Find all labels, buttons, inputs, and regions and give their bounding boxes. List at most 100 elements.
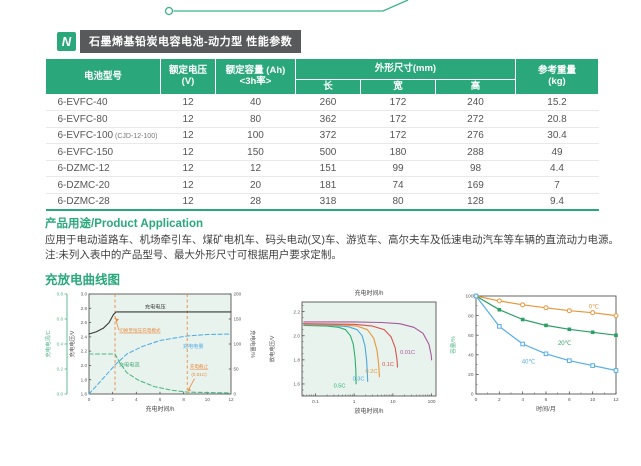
cell-model: 6-EVFC-40 [45, 94, 161, 112]
cell-voltage: 12 [160, 110, 216, 128]
cell-voltage: 12 [160, 94, 216, 112]
col-header-voltage: 额定电压(V) [160, 58, 216, 95]
cell-voltage: 12 [160, 143, 216, 161]
svg-text:2.4: 2.4 [81, 334, 88, 339]
cell-capacity: 40 [215, 94, 296, 112]
svg-text:100: 100 [234, 342, 242, 347]
svg-text:充电电量: 充电电量 [183, 342, 204, 350]
svg-text:2.0: 2.0 [293, 333, 300, 339]
application-text: 应用于电动道路车、机场牵引车、煤矿电机车、码头电动(叉)车、游览车、高尔夫车及低… [45, 234, 619, 246]
cell-length: 151 [295, 160, 361, 178]
svg-text:放电时间/h: 放电时间/h [354, 407, 383, 415]
svg-text:10: 10 [590, 397, 596, 403]
spec-table-body: 6-EVFC-40 12 40 260 172 240 15.2 6-EVFC-80 12 80 3… [45, 94, 599, 211]
cell-length: 260 [295, 94, 361, 112]
cell-weight: 4.4 [515, 160, 599, 178]
cell-height: 288 [435, 143, 516, 161]
svg-text:0: 0 [234, 392, 237, 397]
capacity-header-line1: 额定容量 (Ah) [225, 64, 286, 76]
svg-text:4: 4 [521, 397, 524, 403]
svg-text:充电电压/V: 充电电压/V [68, 330, 76, 357]
cell-weight: 49 [515, 143, 599, 161]
cell-weight: 7 [515, 176, 599, 194]
svg-text:0.01C: 0.01C [400, 350, 415, 356]
svg-text:20: 20 [468, 372, 474, 378]
brand-logo-icon: N [57, 32, 76, 51]
svg-text:20℃: 20℃ [558, 340, 572, 347]
svg-text:150: 150 [234, 317, 242, 322]
svg-text:2.6: 2.6 [81, 320, 88, 325]
cell-voltage: 12 [160, 127, 216, 145]
svg-text:0℃: 0℃ [589, 304, 599, 311]
cell-voltage: 12 [160, 176, 216, 194]
svg-text:10: 10 [390, 399, 396, 405]
svg-text:2: 2 [498, 397, 501, 403]
cell-capacity: 20 [215, 176, 296, 194]
svg-text:200: 200 [234, 292, 242, 297]
cell-voltage: 12 [160, 160, 216, 178]
col-header-weight: 参考重量 (kg) [515, 58, 599, 95]
col-header-capacity: 额定容量 (Ah) <3h率> [215, 58, 296, 95]
cell-model: 6-EVFC-150 [45, 143, 161, 161]
svg-text:60: 60 [468, 333, 474, 339]
svg-text:1.8: 1.8 [293, 358, 300, 364]
col-header-length: 长 [295, 79, 361, 95]
table-row: 6-EVFC-100 (CJD-12-100) 12 100 372 172 276 30.… [45, 127, 599, 145]
cell-width: 172 [360, 94, 436, 112]
cell-height: 169 [435, 176, 516, 194]
col-header-model: 电池型号 [45, 58, 161, 95]
svg-text:(0.01C): (0.01C) [191, 372, 207, 377]
svg-text:充电电压: 充电电压 [145, 302, 166, 310]
weight-header-line1: 参考重量 [537, 64, 576, 76]
cell-model: 6-DZMC-28 [45, 193, 161, 211]
cell-length: 318 [295, 193, 361, 211]
curves-section-heading: 充放电曲线图 [45, 273, 121, 287]
svg-text:2.2: 2.2 [81, 349, 88, 354]
svg-text:50: 50 [234, 367, 240, 372]
page-header: N 石墨烯基铅炭电容电池-动力型 性能参数 [57, 30, 302, 53]
svg-text:3.0: 3.0 [81, 292, 88, 297]
table-row: 6-DZMC-28 12 28 318 80 128 9.4 [45, 193, 599, 211]
cell-capacity: 80 [215, 110, 296, 128]
cell-capacity: 28 [215, 193, 296, 211]
decorative-header-line [164, 0, 409, 16]
cell-width: 172 [360, 127, 436, 145]
svg-text:0.4: 0.4 [57, 342, 64, 347]
svg-text:0.2: 0.2 [57, 367, 64, 372]
cell-height: 128 [435, 193, 516, 211]
svg-text:8: 8 [568, 397, 571, 403]
cell-width: 74 [360, 176, 436, 194]
cell-width: 99 [360, 160, 436, 178]
cell-capacity: 100 [215, 127, 296, 145]
cell-height: 240 [435, 94, 516, 112]
table-row: 6-EVFC-40 12 40 260 172 240 15.2 [45, 94, 599, 112]
svg-text:8: 8 [182, 397, 185, 402]
table-row: 6-DZMC-12 12 12 151 99 98 4.4 [45, 160, 599, 178]
model-note: (CJD-12-100) [113, 133, 158, 141]
svg-text:充电电流: 充电电流 [119, 361, 140, 369]
page-title: 石墨烯基铅炭电容电池-动力型 性能参数 [80, 30, 302, 53]
cell-width: 180 [360, 143, 436, 161]
svg-text:0: 0 [471, 392, 474, 398]
svg-text:4: 4 [135, 397, 138, 402]
svg-text:100: 100 [428, 399, 436, 405]
table-row: 6-DZMC-20 12 20 181 74 169 7 [45, 176, 599, 194]
svg-text:0.2C: 0.2C [366, 369, 378, 375]
svg-text:容量/%: 容量/% [449, 336, 457, 354]
cell-capacity: 150 [215, 143, 296, 161]
cell-length: 181 [295, 176, 361, 194]
svg-text:1.8: 1.8 [81, 377, 88, 382]
svg-text:2.2: 2.2 [293, 309, 300, 315]
svg-text:充电时间/h: 充电时间/h [354, 289, 383, 297]
cell-model: 6-DZMC-20 [45, 176, 161, 194]
col-header-height: 高 [435, 79, 516, 95]
cell-model: 6-DZMC-12 [45, 160, 161, 178]
table-row: 6-EVFC-80 12 80 362 172 272 20.8 [45, 110, 599, 128]
svg-text:0.1C: 0.1C [382, 362, 394, 368]
svg-text:2: 2 [111, 397, 114, 402]
svg-text:12: 12 [613, 397, 619, 403]
cell-height: 276 [435, 127, 516, 145]
svg-text:0.8: 0.8 [57, 292, 64, 297]
svg-text:80: 80 [468, 313, 474, 319]
svg-text:1.6: 1.6 [81, 392, 88, 397]
